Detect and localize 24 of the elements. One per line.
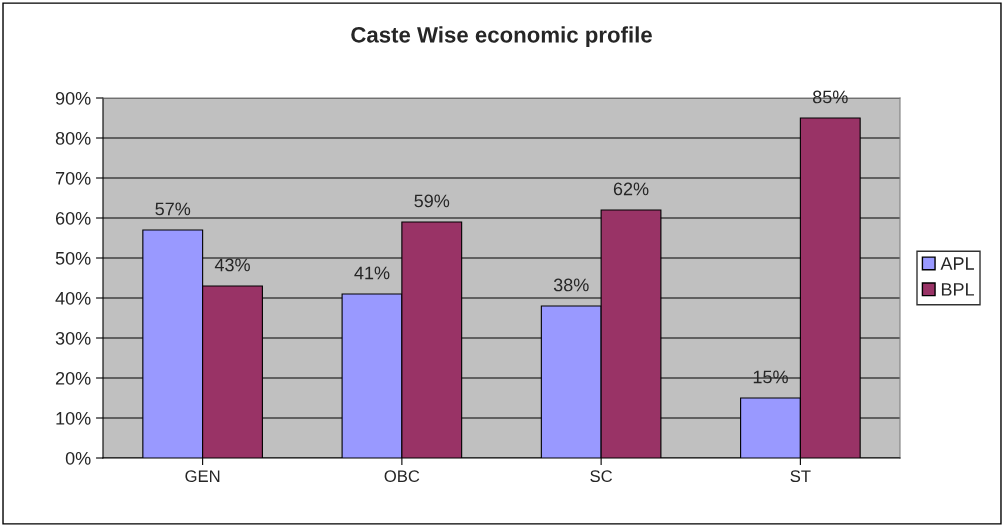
x-tick-label: GEN <box>185 470 220 483</box>
chart-title: Caste Wise economic profile <box>351 26 652 48</box>
y-tick-label: 80% <box>55 131 91 145</box>
x-tick-label: SC <box>590 470 613 483</box>
y-tick-label: 20% <box>55 371 91 385</box>
x-tick-label: ST <box>790 470 811 483</box>
y-tick-label: 60% <box>55 211 91 225</box>
data-label: 43% <box>214 258 250 272</box>
data-label: 59% <box>414 194 450 208</box>
legend-label: APL <box>940 257 974 270</box>
y-tick-label: 90% <box>55 91 91 105</box>
data-label: 38% <box>553 278 589 292</box>
data-label: 41% <box>354 266 390 280</box>
y-tick-label: 50% <box>55 251 91 265</box>
data-label: 62% <box>613 182 649 196</box>
data-label: 57% <box>155 202 191 216</box>
y-tick-label: 70% <box>55 171 91 185</box>
y-tick-label: 10% <box>56 411 91 425</box>
data-label: 85% <box>812 90 848 104</box>
y-tick-label: 30% <box>55 331 91 345</box>
x-tick-label: OBC <box>384 470 420 483</box>
legend-label: BPL <box>941 283 974 296</box>
y-tick-label: 40% <box>55 291 91 305</box>
y-tick-label: 0% <box>65 451 91 465</box>
